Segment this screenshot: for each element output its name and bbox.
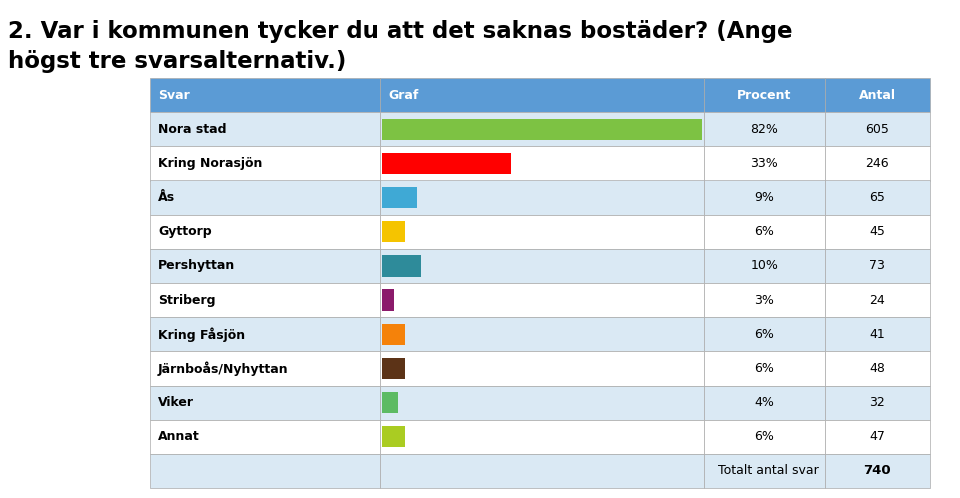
- Text: Pershyttan: Pershyttan: [158, 259, 235, 272]
- Bar: [382, 324, 405, 345]
- Text: 47: 47: [870, 430, 885, 443]
- Bar: [825, 78, 930, 112]
- Bar: [382, 187, 418, 208]
- Bar: [825, 317, 930, 351]
- Text: 6%: 6%: [755, 430, 774, 443]
- Bar: [150, 420, 380, 454]
- Bar: [150, 112, 380, 146]
- Bar: [704, 112, 825, 146]
- Text: Totalt antal svar: Totalt antal svar: [718, 465, 819, 478]
- Bar: [382, 221, 405, 243]
- Bar: [825, 146, 930, 180]
- Text: Gyttorp: Gyttorp: [158, 225, 211, 238]
- Bar: [825, 249, 930, 283]
- Bar: [382, 358, 405, 379]
- Bar: [150, 385, 380, 420]
- Text: 45: 45: [870, 225, 885, 238]
- Text: Ås: Ås: [158, 191, 175, 204]
- Text: Nora stad: Nora stad: [158, 123, 227, 136]
- Text: Annat: Annat: [158, 430, 200, 443]
- Text: högst tre svarsalternativ.): högst tre svarsalternativ.): [8, 50, 347, 73]
- Text: Viker: Viker: [158, 396, 194, 409]
- Bar: [150, 215, 380, 249]
- Text: 3%: 3%: [755, 294, 774, 307]
- Bar: [704, 317, 825, 351]
- Text: 73: 73: [870, 259, 885, 272]
- Text: 82%: 82%: [751, 123, 779, 136]
- Text: 24: 24: [870, 294, 885, 307]
- Text: 6%: 6%: [755, 362, 774, 375]
- Bar: [704, 180, 825, 215]
- Bar: [150, 283, 380, 317]
- Bar: [704, 78, 825, 112]
- Bar: [150, 249, 380, 283]
- Text: Graf: Graf: [388, 89, 419, 102]
- Bar: [825, 215, 930, 249]
- Text: 2. Var i kommunen tycker du att det saknas bostäder? (Ange: 2. Var i kommunen tycker du att det sakn…: [8, 20, 793, 43]
- Bar: [380, 180, 704, 215]
- Text: 4%: 4%: [755, 396, 774, 409]
- Text: Kring Fåsjön: Kring Fåsjön: [158, 327, 245, 342]
- Bar: [380, 215, 704, 249]
- Bar: [150, 317, 380, 351]
- Bar: [380, 420, 704, 454]
- Bar: [704, 283, 825, 317]
- Bar: [382, 255, 421, 276]
- Bar: [382, 392, 397, 413]
- Bar: [704, 420, 825, 454]
- Bar: [825, 112, 930, 146]
- Bar: [380, 385, 704, 420]
- Text: 65: 65: [870, 191, 885, 204]
- Bar: [380, 454, 704, 488]
- Bar: [704, 454, 825, 488]
- Text: 605: 605: [865, 123, 889, 136]
- Bar: [382, 153, 511, 174]
- Bar: [380, 249, 704, 283]
- Text: Kring Norasjön: Kring Norasjön: [158, 157, 262, 170]
- Bar: [704, 249, 825, 283]
- Bar: [380, 146, 704, 180]
- Bar: [380, 78, 704, 112]
- Text: 246: 246: [866, 157, 889, 170]
- Text: Järnboås/Nyhyttan: Järnboås/Nyhyttan: [158, 361, 289, 375]
- Bar: [380, 283, 704, 317]
- Text: Procent: Procent: [737, 89, 791, 102]
- Text: 32: 32: [870, 396, 885, 409]
- Bar: [382, 119, 702, 140]
- Bar: [825, 385, 930, 420]
- Bar: [825, 454, 930, 488]
- Bar: [380, 112, 704, 146]
- Bar: [150, 146, 380, 180]
- Bar: [825, 351, 930, 385]
- Bar: [380, 317, 704, 351]
- Bar: [704, 146, 825, 180]
- Bar: [382, 426, 405, 447]
- Text: Svar: Svar: [158, 89, 190, 102]
- Bar: [150, 180, 380, 215]
- Text: 6%: 6%: [755, 328, 774, 341]
- Text: 9%: 9%: [755, 191, 774, 204]
- Bar: [825, 180, 930, 215]
- Bar: [150, 78, 380, 112]
- Bar: [704, 351, 825, 385]
- Text: 6%: 6%: [755, 225, 774, 238]
- Bar: [825, 420, 930, 454]
- Bar: [150, 454, 380, 488]
- Text: Antal: Antal: [859, 89, 896, 102]
- Bar: [382, 289, 394, 311]
- Text: 740: 740: [864, 465, 891, 478]
- Bar: [825, 283, 930, 317]
- Bar: [704, 215, 825, 249]
- Text: 48: 48: [870, 362, 885, 375]
- Bar: [380, 351, 704, 385]
- Text: 10%: 10%: [751, 259, 779, 272]
- Bar: [704, 385, 825, 420]
- Bar: [150, 351, 380, 385]
- Text: 41: 41: [870, 328, 885, 341]
- Text: Striberg: Striberg: [158, 294, 215, 307]
- Text: 33%: 33%: [751, 157, 779, 170]
